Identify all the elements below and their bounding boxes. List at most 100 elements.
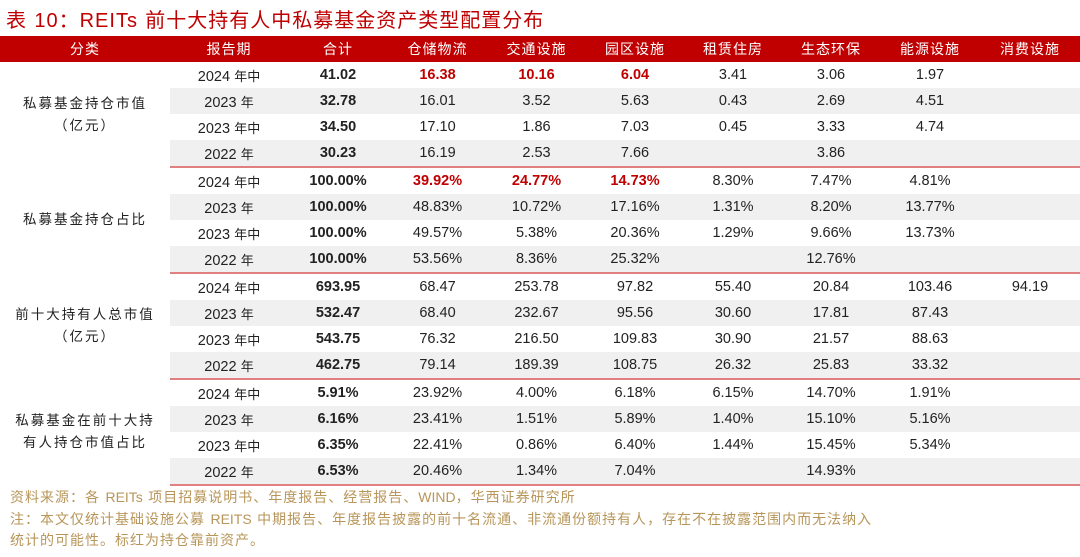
table-row: 2022 年 100.00% 53.56% 8.36% 25.32% 12.76%	[0, 246, 1080, 274]
period-suffix: 年中	[230, 175, 261, 191]
value-cell: 21.57	[812, 331, 850, 347]
value-cell: 10.72%	[487, 194, 586, 220]
total-cell: 34.50	[319, 119, 357, 135]
table-row: 2022 年 6.53% 20.46% 1.34% 7.04% 14.93%	[0, 458, 1080, 486]
total-cell: 462.75	[288, 352, 388, 380]
value-cell: 3.41	[718, 67, 748, 83]
total-cell: 693.95	[315, 279, 361, 295]
period-suffix: 年中	[230, 121, 261, 137]
value-cell: 2.53	[487, 140, 586, 168]
title-prefix: 表	[6, 8, 35, 32]
reits-allocation-table: 分类 报告期 合计 仓储物流 交通设施 园区设施 租赁住房 生态环保 能源设施 消费设施 私募基金…	[0, 36, 1080, 486]
period-cell: 2022 年	[170, 246, 288, 274]
total-cell: 30.23	[288, 140, 388, 168]
note-latin: REITS	[210, 511, 252, 527]
value-cell: 87.43	[880, 300, 980, 326]
table-row: 2023 年中 6.35% 22.41% 0.86% 6.40% 1.44% 15.45% 5…	[0, 432, 1080, 458]
period-year: 2022	[204, 252, 237, 269]
category-sublabel: （亿元）	[54, 329, 116, 345]
period-suffix: 年中	[230, 387, 261, 403]
category-label: 前十大持有人总市值	[15, 307, 155, 323]
period-year: 2023	[197, 438, 231, 455]
value-cell: 23.92%	[412, 385, 463, 401]
value-cell: 3.33	[816, 119, 846, 135]
value-cell: 30.60	[684, 300, 782, 326]
value-cell: 5.63	[586, 88, 684, 114]
source-latin-reits: REITs	[105, 489, 143, 505]
column-header: 合计	[288, 36, 388, 62]
value-cell: 39.92%	[412, 173, 463, 189]
period-suffix: 年	[236, 359, 254, 375]
value-cell: 48.83%	[388, 194, 487, 220]
column-header: 园区设施	[586, 36, 684, 62]
value-cell: 216.50	[514, 331, 559, 347]
value-cell: 5.38%	[515, 225, 558, 241]
period-year: 2023	[204, 306, 237, 323]
value-cell: 109.83	[612, 331, 658, 347]
period-cell: 2022 年	[170, 140, 288, 168]
period-suffix: 年中	[230, 281, 261, 297]
period-cell: 2022 年	[170, 352, 288, 380]
note-line-1: 注：本文仅统计基础设施公募 REITS 中期报告、年度报告披露的前十名流通、非流…	[10, 509, 872, 531]
value-cell: 76.32	[419, 331, 456, 347]
table-row: 2022 年 462.75 79.14 189.39 108.75 26.32 25.83 3…	[0, 352, 1080, 380]
value-cell: 3.86	[782, 140, 880, 168]
value-cell: 49.57%	[412, 225, 463, 241]
value-cell: 13.73%	[905, 225, 955, 241]
value-cell	[980, 88, 1080, 114]
period-suffix: 年	[236, 253, 254, 269]
value-cell: 24.77%	[511, 173, 562, 189]
value-cell: 0.45	[718, 119, 748, 135]
period-cell: 2023 年中	[170, 326, 288, 352]
value-cell: 7.47%	[810, 173, 852, 189]
value-cell: 94.19	[1011, 279, 1049, 295]
total-cell: 6.53%	[288, 458, 388, 486]
value-cell: 0.86%	[515, 437, 558, 453]
category-label: 私募基金在前十大持	[15, 413, 155, 429]
category-cell: 私募基金持仓市值 （亿元）	[0, 62, 170, 167]
value-cell: 2.69	[782, 88, 880, 114]
value-cell: 55.40	[714, 279, 752, 295]
total-cell: 100.00%	[309, 173, 367, 189]
value-cell	[684, 140, 782, 168]
value-cell: 1.29%	[712, 225, 754, 241]
value-cell	[980, 114, 1080, 140]
total-cell: 100.00%	[309, 225, 367, 241]
column-header: 消费设施	[980, 36, 1080, 62]
header-row: 分类 报告期 合计 仓储物流 交通设施 园区设施 租赁住房 生态环保 能源设施 消费设施	[0, 36, 1080, 62]
table-row: 2022 年 30.23 16.19 2.53 7.66 3.86	[0, 140, 1080, 168]
source-line: 资料来源：各 REITs 项目招募说明书、年度报告、经营报告、WIND，华西证券…	[10, 487, 872, 509]
category-sublabel: 有人持仓市值占比	[23, 435, 147, 451]
value-cell: 103.46	[907, 279, 953, 295]
value-cell: 4.51	[880, 88, 980, 114]
value-cell	[980, 194, 1080, 220]
source-mid: 项目招募说明书、年度报告、经营报告、	[142, 490, 419, 506]
total-cell: 100.00%	[288, 194, 388, 220]
period-suffix: 年中	[230, 69, 261, 85]
period-suffix: 年	[236, 147, 254, 163]
value-cell: 15.10%	[782, 406, 880, 432]
table-title: 表 10：REITs 前十大持有人中私募基金资产类型配置分布	[6, 4, 544, 33]
period-suffix: 年	[236, 465, 254, 481]
period-suffix: 年中	[230, 439, 261, 455]
table-row: 前十大持有人总市值 （亿元） 2024 年中 693.95 68.47 253.78 97.…	[0, 273, 1080, 379]
value-cell: 22.41%	[412, 437, 463, 453]
period-suffix: 年	[236, 307, 254, 323]
value-cell: 25.32%	[586, 246, 684, 274]
period-suffix: 年中	[230, 333, 261, 349]
period-year: 2022	[204, 358, 237, 375]
value-cell	[980, 379, 1080, 406]
total-cell: 41.02	[319, 67, 357, 83]
table-row: 私募基金持仓市值 （亿元） 2024 年中 41.02 16.38 10.16 6.04 3.…	[0, 62, 1080, 167]
period-cell: 2023 年中	[170, 220, 288, 246]
value-cell: 25.83	[782, 352, 880, 380]
column-header: 租赁住房	[684, 36, 782, 62]
category-cell: 前十大持有人总市值 （亿元）	[0, 273, 170, 379]
value-cell	[980, 458, 1080, 486]
category-sublabel: （亿元）	[54, 117, 116, 134]
period-cell: 2024 年中	[170, 379, 288, 406]
table-row: 2023 年中 543.75 76.32 216.50 109.83 30.90 21.57…	[0, 326, 1080, 352]
period-year: 2024	[197, 386, 231, 403]
table-row: 2023 年中 100.00% 49.57% 5.38% 20.36% 1.29% 9.66…	[0, 220, 1080, 246]
value-cell: 1.51%	[487, 406, 586, 432]
